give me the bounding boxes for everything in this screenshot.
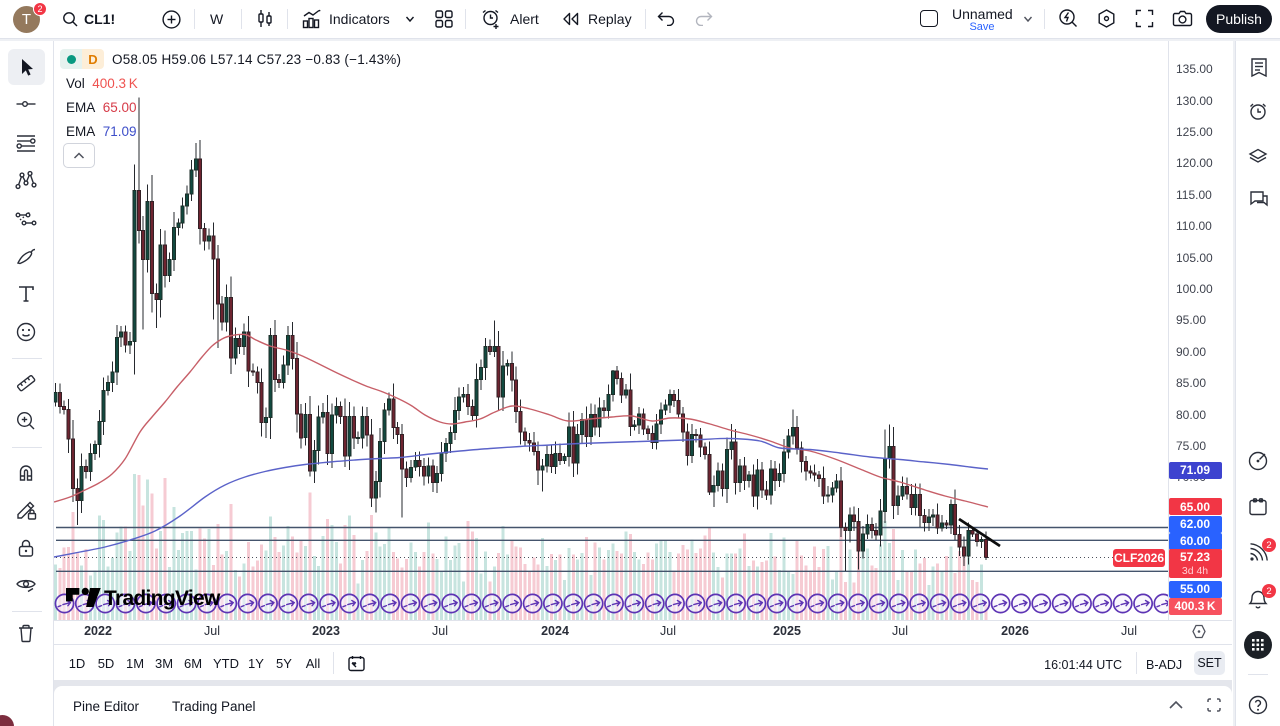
svg-text:TradingView: TradingView bbox=[104, 587, 221, 610]
